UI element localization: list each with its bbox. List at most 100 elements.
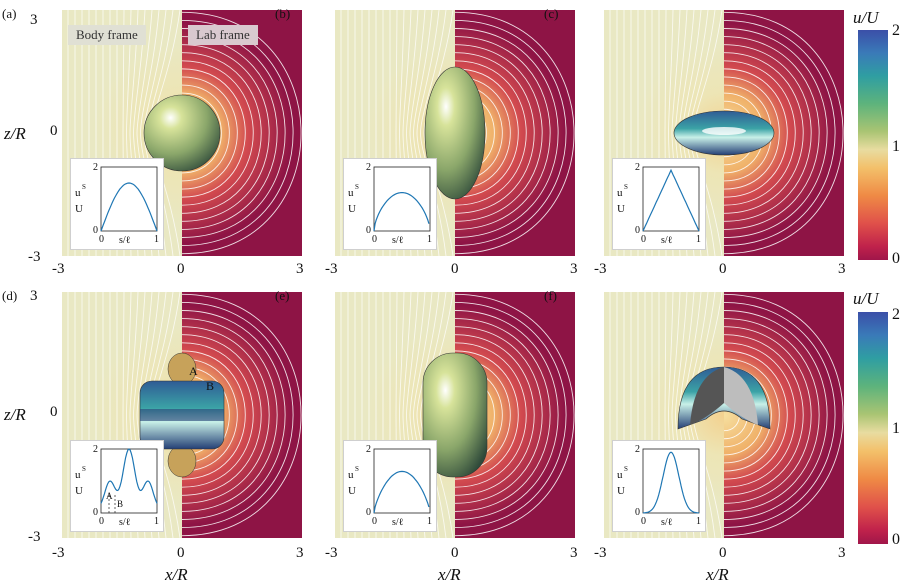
colorbar-top-tick-1: 1 [892, 138, 900, 155]
inset-x-label: s/ℓ [392, 517, 404, 528]
x-axis-label-d: x/R [165, 565, 188, 584]
x-tick-zero-f: 0 [719, 545, 727, 561]
inset-x-min: 0 [641, 516, 646, 527]
inset-y-min: 0 [366, 225, 371, 236]
panel-oblate: 2 0 0 1 s/ℓ u S U [604, 10, 844, 256]
inset-x-min: 0 [99, 234, 104, 245]
panel-label: (b) [275, 6, 291, 21]
z-tick-top-row1: 3 [30, 12, 38, 28]
particle-cap [677, 366, 771, 430]
x-tick-pos-f: 3 [838, 545, 846, 561]
inset-y-label-sup: S [82, 465, 86, 473]
panel-label: (f) [544, 288, 557, 303]
inset-y-min: 0 [635, 225, 640, 236]
inset-y-label-bottom: U [617, 485, 625, 497]
x-tick-pos-a: 3 [296, 261, 304, 277]
inset-y-label-sup: S [355, 183, 359, 191]
inset-point-b: B [117, 499, 124, 509]
x-tick-neg-e: -3 [325, 545, 338, 561]
colorbar-bottom-tick-2: 2 [892, 306, 900, 323]
inset-y-label-bottom: U [75, 485, 83, 497]
particle-prolate [424, 66, 486, 200]
inset-x-min: 0 [372, 234, 377, 245]
colorbar-top-tick-0: 0 [892, 250, 900, 267]
point-b-label: B [206, 379, 215, 393]
x-tick-zero-b: 0 [451, 261, 459, 277]
z-axis-label-row2: z/R [4, 405, 26, 424]
inset-x-max: 1 [427, 516, 432, 527]
x-tick-pos-d: 3 [296, 545, 304, 561]
inset-y-label-bottom: U [617, 203, 625, 215]
inset-speed-profile: 2 0 0 1 s/ℓ u S U [343, 440, 437, 532]
inset-y-min: 0 [635, 507, 640, 518]
speed-curve [373, 470, 430, 514]
z-tick-bottom-row1: -3 [28, 249, 41, 265]
inset-speed-profile: 2 0 0 1 s/ℓ u S U A B [70, 440, 164, 532]
inset-y-label-top: u [617, 187, 623, 199]
panel-cap: 2 0 0 1 s/ℓ u S U [604, 292, 844, 538]
panel-prolate: 2 0 0 1 s/ℓ u S U [335, 10, 575, 256]
speed-curve [642, 451, 700, 514]
panel-label: (e) [275, 288, 290, 303]
inset-y-min: 0 [93, 225, 98, 236]
z-tick-bottom-row2: -3 [28, 529, 41, 545]
colorbar-top-tick-2: 2 [892, 22, 900, 39]
z-axis-label-row1: z/R [4, 124, 26, 143]
z-tick-top-row2: 3 [30, 288, 38, 304]
inset-x-min: 0 [99, 516, 104, 527]
inset-y-label-bottom: U [348, 485, 356, 497]
inset-x-max: 1 [696, 234, 701, 245]
x-tick-zero-a: 0 [177, 261, 185, 277]
inset-y-label-top: u [348, 187, 354, 199]
x-tick-pos-c: 3 [838, 261, 846, 277]
inset-x-label: s/ℓ [661, 517, 673, 528]
inset-y-max: 2 [635, 444, 640, 455]
x-tick-zero-d: 0 [177, 545, 185, 561]
speed-curve [373, 191, 430, 232]
body-frame-tag: Body frame [68, 25, 146, 45]
speed-curve [642, 168, 700, 232]
inset-x-label: s/ℓ [392, 235, 404, 246]
x-tick-zero-c: 0 [719, 261, 727, 277]
inset-x-min: 0 [372, 516, 377, 527]
panel-label: (d) [2, 288, 18, 303]
colorbar-bottom-tick-0: 0 [892, 531, 900, 548]
inset-x-min: 0 [641, 234, 646, 245]
z-tick-zero-row2: 0 [50, 404, 58, 420]
inset-y-max: 2 [635, 162, 640, 173]
inset-x-label: s/ℓ [661, 235, 673, 246]
colorbar-title-bottom: u/U [853, 289, 879, 308]
colorbar-title-top: u/U [853, 8, 879, 27]
inset-speed-profile: 2 0 0 1 s/ℓ u S U [343, 158, 437, 250]
particle-sphere [143, 94, 221, 172]
inset-y-max: 2 [366, 162, 371, 173]
inset-x-max: 1 [154, 516, 159, 527]
inset-y-label-top: u [75, 469, 81, 481]
colorbar-top [858, 30, 888, 260]
x-tick-zero-e: 0 [451, 545, 459, 561]
inset-point-a: A [106, 491, 113, 501]
inset-y-label-sup: S [624, 183, 628, 191]
inset-x-label: s/ℓ [119, 235, 131, 246]
inset-y-max: 2 [93, 444, 98, 455]
inset-y-min: 0 [366, 507, 371, 518]
x-tick-pos-b: 3 [570, 261, 578, 277]
x-tick-neg-a: -3 [52, 261, 65, 277]
point-a-label: A [189, 364, 198, 378]
speed-curve [100, 448, 158, 504]
flow-field [62, 10, 302, 256]
x-tick-neg-c: -3 [594, 261, 607, 277]
particle-oblate [673, 110, 775, 156]
panel-capsule: 2 0 0 1 s/ℓ u S U [335, 292, 575, 538]
inset-y-min: 0 [93, 507, 98, 518]
inset-speed-profile: 2 0 0 1 s/ℓ u S U [612, 440, 706, 532]
inset-y-label-bottom: U [348, 203, 356, 215]
lab-frame-tag: Lab frame [188, 25, 258, 45]
speed-curve [100, 182, 158, 232]
particle-capsule [422, 352, 488, 478]
panel-sphere: 2 0 0 1 s/ℓ u S U [62, 10, 302, 256]
inset-y-label-top: u [617, 469, 623, 481]
x-tick-pos-e: 3 [570, 545, 578, 561]
inset-speed-profile: 2 0 0 1 s/ℓ u S U [612, 158, 706, 250]
inset-y-max: 2 [366, 444, 371, 455]
